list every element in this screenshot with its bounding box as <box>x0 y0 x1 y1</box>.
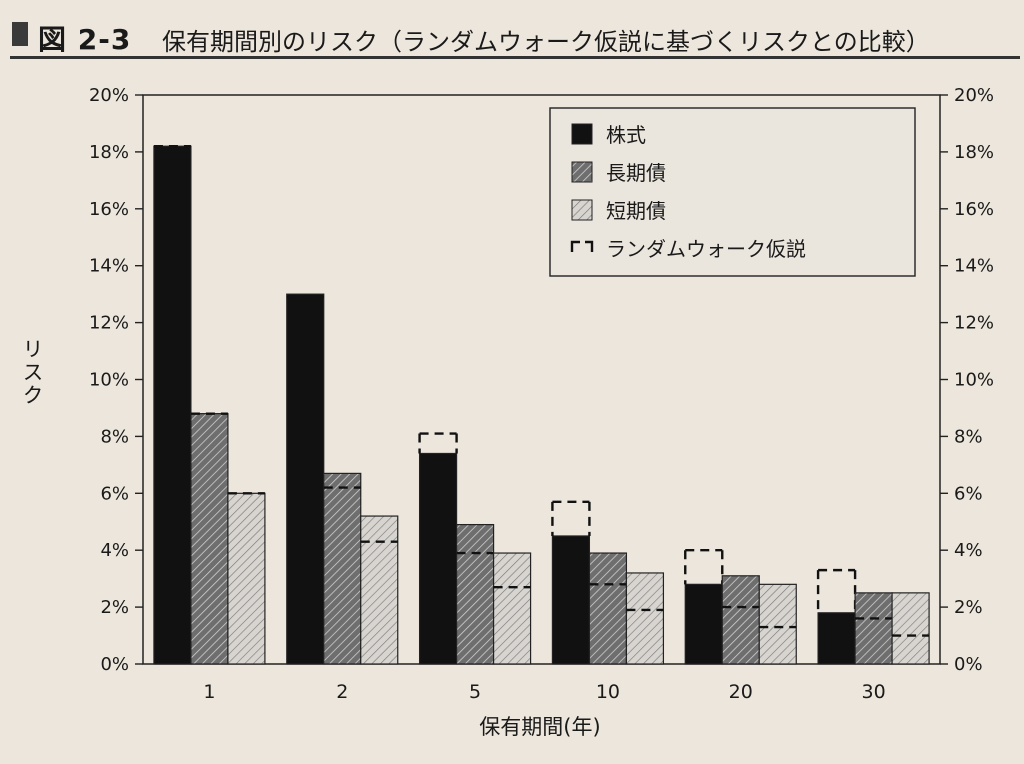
y-tick-label-right: 2% <box>954 597 983 618</box>
y-tick-label-right: 18% <box>954 142 994 163</box>
bar-stock <box>684 583 723 665</box>
legend-swatch-dashed <box>570 240 580 252</box>
legend-swatch <box>571 199 593 221</box>
bar-short-bond <box>758 583 797 665</box>
legend-swatch <box>571 161 593 183</box>
y-tick-label-left: 16% <box>89 199 129 220</box>
bar-long-bond <box>721 575 760 665</box>
y-tick-label-left: 18% <box>89 142 129 163</box>
bar-long-bond <box>455 523 495 665</box>
x-tick-label: 5 <box>469 681 481 703</box>
y-tick-label-right: 4% <box>954 540 983 561</box>
legend-swatch <box>571 123 593 145</box>
y-tick-label-right: 20% <box>954 85 994 106</box>
y-tick-label-left: 2% <box>100 597 129 618</box>
figure-header: 図 2-3 保有期間別のリスク（ランダムウォーク仮説に基づくリスクとの比較） <box>10 14 1014 56</box>
bar-short-bond <box>360 515 399 665</box>
y-tick-label-right: 6% <box>954 483 983 504</box>
x-axis-label: 保有期間(年) <box>479 715 600 739</box>
bar-long-bond <box>190 413 229 665</box>
legend-swatch-dashed <box>585 240 594 252</box>
legend-entry: 長期債 <box>606 161 666 185</box>
y-tick-label-left: 14% <box>89 256 129 277</box>
y-axis-label: リスク <box>20 338 44 407</box>
bar-long-bond <box>323 472 362 665</box>
y-tick-label-left: 20% <box>89 85 129 106</box>
header-rule <box>10 56 1020 59</box>
bar-short-bond <box>492 552 532 665</box>
legend-entry: 短期債 <box>606 199 666 223</box>
plot-area: 0% 0% 2% 2% 4% 4% 6% 6% 8% 8% 10% 10% 12% 12% 14% 14% 16… <box>20 85 994 739</box>
y-tick-label-right: 12% <box>954 313 994 334</box>
x-tick-label: 1 <box>203 681 215 703</box>
figure-title: 保有期間別のリスク（ランダムウォーク仮説に基づくリスクとの比較） <box>162 28 930 56</box>
bar-long-bond <box>854 592 893 665</box>
bar-short-bond <box>891 592 930 665</box>
bar-long-bond <box>588 552 628 665</box>
y-tick-label-left: 6% <box>100 483 129 504</box>
x-tick-label: 20 <box>729 681 753 703</box>
y-tick-label-right: 16% <box>954 199 994 220</box>
y-tick-label-right: 10% <box>954 370 994 391</box>
y-tick-label-left: 4% <box>100 540 129 561</box>
legend-entry: ランダムウォーク仮説 <box>606 237 806 261</box>
y-tick-label-right: 8% <box>954 426 983 447</box>
y-tick-label-left: 8% <box>100 426 129 447</box>
y-tick-label-left: 10% <box>89 370 129 391</box>
bar-short-bond <box>227 492 266 665</box>
x-tick-label: 30 <box>861 681 885 703</box>
legend-box <box>549 107 916 277</box>
y-tick-label-right: 0% <box>954 654 983 675</box>
x-tick-label: 10 <box>596 681 620 703</box>
y-tick-label-left: 12% <box>89 313 129 334</box>
bar-stock <box>817 612 856 665</box>
x-tick-label: 2 <box>336 681 348 703</box>
y-tick-label-right: 14% <box>954 256 994 277</box>
bar-stock <box>286 293 325 665</box>
legend-entry: 株式 <box>606 123 646 147</box>
bar-stock <box>153 145 192 665</box>
bar-stock <box>551 535 591 665</box>
bar-short-bond <box>625 572 665 665</box>
figure-number: 図 2-3 <box>38 23 132 56</box>
y-tick-label-left: 0% <box>100 654 129 675</box>
bar-stock <box>418 452 458 665</box>
figure-marker <box>12 22 28 46</box>
